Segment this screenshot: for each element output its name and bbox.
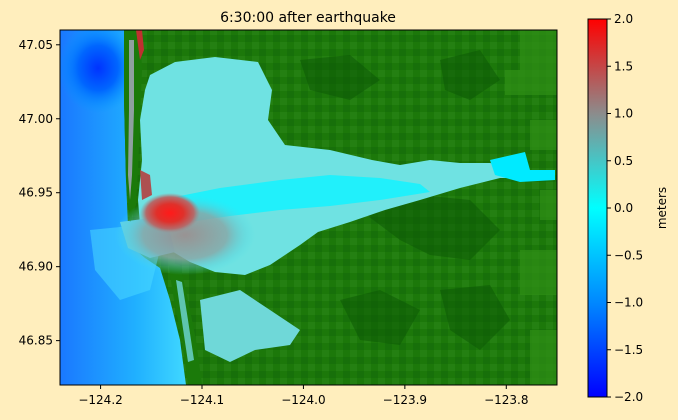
colorbar-tick-label: 2.0 <box>614 12 633 26</box>
colorbar <box>587 18 608 398</box>
colorbar-tick-label: −1.0 <box>614 296 643 310</box>
y-tick-label: 47.05 <box>19 38 53 52</box>
spit-red-edge <box>136 30 144 60</box>
colorbar-tick-label: 0.5 <box>614 154 633 168</box>
colorbar-tick-label: 1.5 <box>614 59 633 73</box>
chart-title: 6:30:00 after earthquake <box>220 10 396 26</box>
x-tick-label: −124.1 <box>180 393 224 407</box>
x-axis: −124.2 −124.1 −124.0 −123.9 −123.8 <box>78 385 528 407</box>
y-tick-label: 46.95 <box>19 186 53 200</box>
lower-bay <box>200 290 300 362</box>
x-tick-label: −124.2 <box>78 393 122 407</box>
x-tick-label: −123.9 <box>383 393 427 407</box>
y-tick-label: 47.00 <box>19 112 53 126</box>
land-shading <box>300 50 510 350</box>
colorbar-tick-label: −2.0 <box>614 390 643 404</box>
colorbar-label: meters <box>655 187 669 229</box>
colorbar-tick-label: −0.5 <box>614 248 643 262</box>
y-tick-label: 46.85 <box>19 334 53 348</box>
colorbar-tick-label: −1.5 <box>614 343 643 357</box>
river-mouth <box>490 152 555 182</box>
plot-area <box>60 30 557 385</box>
plot-frame <box>59 29 558 386</box>
land-blocks <box>505 30 557 385</box>
x-tick-label: −123.8 <box>484 393 528 407</box>
wave-crest <box>140 193 200 233</box>
y-axis: 46.85 46.90 46.95 47.00 47.05 <box>19 38 60 348</box>
colorbar-tick-label: 1.0 <box>614 107 633 121</box>
y-tick-label: 46.90 <box>19 260 53 274</box>
ocean <box>60 30 186 385</box>
colorbar-ticks: 2.0 1.5 1.0 0.5 0.0 −0.5 −1.0 −1.5 −2.0 <box>607 12 643 404</box>
south-spit-water <box>176 280 194 362</box>
north-spit-water <box>128 40 134 200</box>
spit-red-lower <box>140 170 152 200</box>
deep-trough <box>60 30 138 113</box>
x-tick-label: −124.0 <box>281 393 325 407</box>
colorbar-tick-label: 0.0 <box>614 201 633 215</box>
